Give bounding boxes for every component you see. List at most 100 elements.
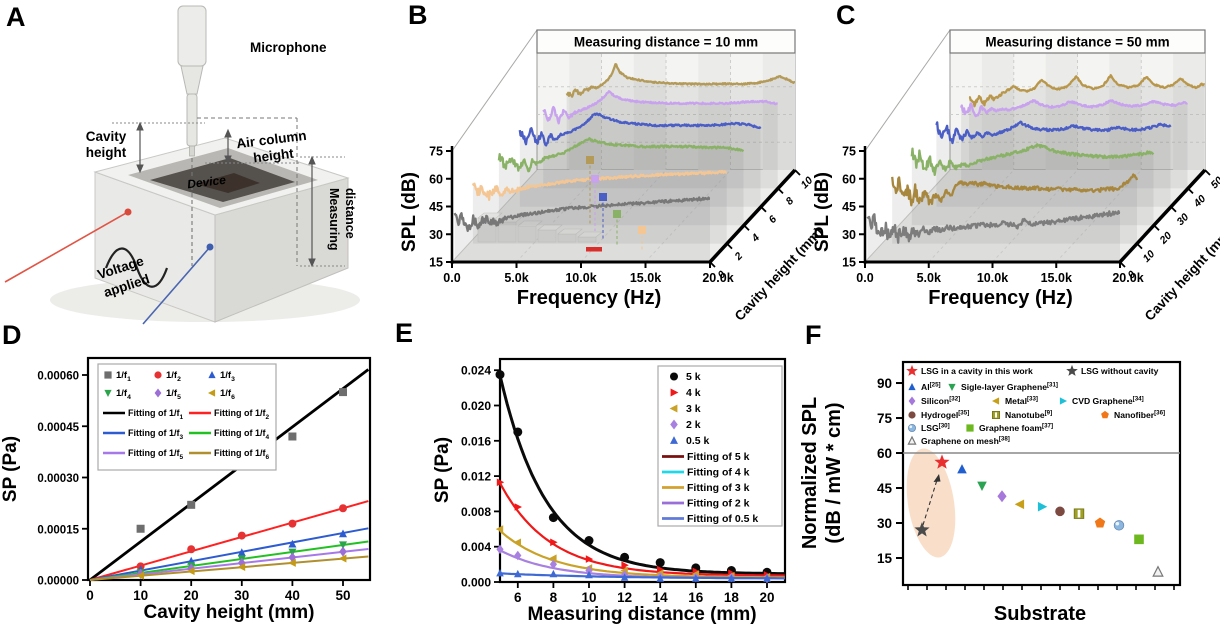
chart-b-3d-spl: Measuring distance = 10 mm 15 30 45 60 75 SPL … xyxy=(399,29,826,324)
device-area xyxy=(195,173,260,193)
microphone-tip xyxy=(189,145,195,157)
svg-text:Nanotube[9]: Nanotube[9] xyxy=(1005,410,1052,421)
chart-d-sp-vs-cavity: 0 10 20 30 40 50 0.00000 0.00015 0.00030 0.00045 0… xyxy=(0,356,372,623)
svg-text:0.016: 0.016 xyxy=(461,434,491,448)
panel-f: F 15 30 45 60 75 90 Substrate Normalized SPL (dB… xyxy=(799,318,1220,627)
svg-text:Metal[33]: Metal[33] xyxy=(1005,396,1038,407)
svg-text:Fitting of 5 k: Fitting of 5 k xyxy=(687,451,750,463)
svg-text:Sigle-layer Graphene[31]: Sigle-layer Graphene[31] xyxy=(961,382,1058,393)
svg-text:0.00015: 0.00015 xyxy=(37,524,79,536)
svg-text:10.0k: 10.0k xyxy=(977,271,1008,285)
svg-text:75: 75 xyxy=(842,145,856,159)
svg-text:30: 30 xyxy=(842,228,856,242)
measuring-distance-label-1: Measuring xyxy=(327,188,341,251)
svg-text:20.0k: 20.0k xyxy=(702,271,733,285)
svg-text:5.0k: 5.0k xyxy=(917,271,941,285)
svg-text:18: 18 xyxy=(724,590,740,605)
svg-text:LSG[30]: LSG[30] xyxy=(921,423,950,434)
svg-text:Frequency (Hz): Frequency (Hz) xyxy=(928,287,1072,309)
svg-text:50: 50 xyxy=(1209,174,1220,191)
svg-text:30: 30 xyxy=(234,588,249,603)
device-label: Device xyxy=(186,173,226,192)
svg-text:SPL (dB): SPL (dB) xyxy=(399,172,420,252)
svg-text:1/f5: 1/f5 xyxy=(166,388,181,401)
svg-text:1/f6: 1/f6 xyxy=(220,388,235,401)
svg-text:4: 4 xyxy=(749,232,762,245)
svg-text:SP (Pa): SP (Pa) xyxy=(0,436,21,502)
svg-text:0.00060: 0.00060 xyxy=(37,371,79,383)
cavity-height-label-2: height xyxy=(86,145,127,160)
svg-text:0.012: 0.012 xyxy=(461,470,491,484)
svg-text:Graphene foam[37]: Graphene foam[37] xyxy=(979,423,1053,434)
svg-text:Fitting of 1/f6: Fitting of 1/f6 xyxy=(214,448,270,461)
svg-text:30: 30 xyxy=(877,516,892,531)
svg-text:0.0: 0.0 xyxy=(856,271,873,285)
cavity-height-arrow xyxy=(136,121,144,174)
svg-text:2 k: 2 k xyxy=(686,419,701,431)
svg-text:60: 60 xyxy=(429,172,443,186)
svg-text:Measuring distance = 10 mm: Measuring distance = 10 mm xyxy=(574,35,758,50)
svg-text:15.0k: 15.0k xyxy=(1041,271,1072,285)
svg-text:Frequency (Hz): Frequency (Hz) xyxy=(517,287,661,309)
air-column-arrow xyxy=(224,128,232,165)
svg-text:1/f4: 1/f4 xyxy=(116,388,131,401)
microphone-tube xyxy=(186,93,198,147)
svg-text:Normalized SPL: Normalized SPL xyxy=(799,397,821,549)
svg-text:6: 6 xyxy=(767,213,780,226)
device-schematic: Microphone Cavity height Air column heig… xyxy=(4,5,360,325)
svg-text:50: 50 xyxy=(335,588,350,603)
svg-text:5.0k: 5.0k xyxy=(504,271,528,285)
svg-text:Fitting of 1/f5: Fitting of 1/f5 xyxy=(128,448,184,461)
svg-text:1/f1: 1/f1 xyxy=(116,370,131,383)
svg-text:40: 40 xyxy=(1191,193,1209,211)
svg-text:0.020: 0.020 xyxy=(461,399,491,413)
panel-e: E 6 8 10 12 14 16 18 20 0.000 0.004 0.008 0.012 0.01… xyxy=(390,318,800,627)
svg-text:Nanofiber[36]: Nanofiber[36] xyxy=(1114,410,1165,421)
svg-text:0: 0 xyxy=(86,588,94,603)
svg-text:20: 20 xyxy=(1157,230,1175,248)
svg-text:3 k: 3 k xyxy=(686,403,701,415)
svg-text:LSG in a cavity in this work: LSG in a cavity in this work xyxy=(921,366,1033,376)
svg-text:0.024: 0.024 xyxy=(461,364,491,378)
cavity-height-label-1: Cavity xyxy=(86,129,127,144)
svg-text:Cavity height (mm): Cavity height (mm) xyxy=(1142,225,1220,324)
svg-text:0.0: 0.0 xyxy=(443,271,460,285)
svg-text:Measuring distance (mm): Measuring distance (mm) xyxy=(527,604,756,625)
svg-text:14: 14 xyxy=(653,590,669,605)
svg-text:Substrate: Substrate xyxy=(994,603,1086,625)
svg-text:45: 45 xyxy=(842,200,856,214)
svg-text:10: 10 xyxy=(133,588,148,603)
svg-text:5 k: 5 k xyxy=(686,371,701,383)
svg-text:0.5 k: 0.5 k xyxy=(686,435,710,447)
svg-text:0.00030: 0.00030 xyxy=(37,473,79,485)
svg-text:10: 10 xyxy=(581,590,596,605)
svg-text:12: 12 xyxy=(617,590,632,605)
panel-d-label: D xyxy=(2,320,22,350)
svg-text:4 k: 4 k xyxy=(686,387,701,399)
microphone-body xyxy=(177,5,207,67)
chart-c-3d-spl: Measuring distance = 50 mm 15 30 45 60 75 SPL … xyxy=(812,29,1220,324)
svg-text:Al[25]: Al[25] xyxy=(921,382,941,393)
svg-text:Graphene on mesh[38]: Graphene on mesh[38] xyxy=(921,436,1010,447)
air-column-label-2: height xyxy=(252,146,295,166)
svg-text:75: 75 xyxy=(877,411,893,426)
svg-text:2: 2 xyxy=(732,250,745,263)
svg-text:15.0k: 15.0k xyxy=(630,271,661,285)
measuring-distance-arrow xyxy=(308,155,316,268)
svg-text:90: 90 xyxy=(877,376,892,391)
blue-electrode-dot xyxy=(206,243,214,251)
svg-text:SPL (dB): SPL (dB) xyxy=(812,172,833,252)
panel-d: D 0 10 20 30 40 50 0.00000 0.00015 0.00030 0.0004… xyxy=(0,318,390,627)
svg-text:15: 15 xyxy=(429,256,443,270)
panel-a: A xyxy=(0,0,400,330)
svg-text:30: 30 xyxy=(429,228,443,242)
svg-text:8: 8 xyxy=(784,195,797,208)
svg-text:0.004: 0.004 xyxy=(461,540,491,554)
svg-text:(dB / mW * cm): (dB / mW * cm) xyxy=(823,402,845,543)
svg-text:16: 16 xyxy=(688,590,704,605)
svg-text:1/f3: 1/f3 xyxy=(220,370,235,383)
microphone-label: Microphone xyxy=(250,40,327,55)
svg-text:0.00000: 0.00000 xyxy=(37,576,79,588)
svg-text:Fitting of 3 k: Fitting of 3 k xyxy=(687,482,750,494)
svg-text:60: 60 xyxy=(877,446,892,461)
